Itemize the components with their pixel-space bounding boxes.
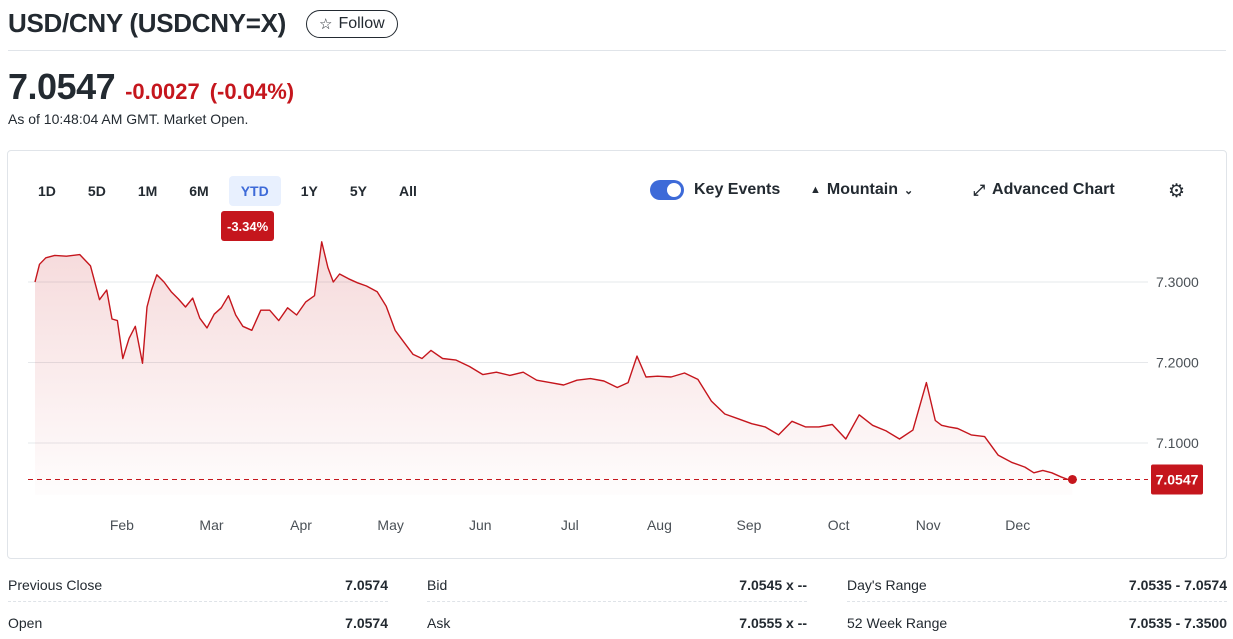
advanced-chart-label: Advanced Chart (992, 181, 1115, 198)
stat-bid: Bid 7.0545 x -- (427, 568, 807, 602)
x-tick-label: Jun (469, 517, 492, 533)
range-change-badge: -3.34% (221, 211, 275, 241)
stat-label: Previous Close (8, 576, 103, 593)
range-tab-ytd[interactable]: YTD (228, 176, 281, 206)
chart-card (7, 150, 1227, 559)
stat-previous-close: Previous Close 7.0574 (8, 568, 388, 602)
follow-button[interactable]: ☆ Follow (306, 9, 398, 38)
range-tab-1d[interactable]: 1D (38, 183, 56, 199)
expand-arrows-icon: ⤢ (973, 181, 986, 199)
gear-icon[interactable]: ⚙ (1168, 181, 1186, 202)
range-tab-6m[interactable]: 6M (189, 183, 209, 199)
price-row: 7.0547 -0.0027 (-0.04%) (8, 66, 294, 108)
chart-type-label: Mountain (826, 181, 898, 198)
y-tick-label: 7.2000 (1156, 355, 1199, 371)
quote-header: USD/CNY (USDCNY=X) ☆ Follow (8, 8, 398, 39)
toggle-knob (667, 183, 681, 197)
x-tick-label: Dec (1005, 517, 1030, 533)
follow-label: Follow (338, 14, 385, 32)
stat-label: Bid (427, 576, 448, 593)
as-of-timestamp: As of 10:48:04 AM GMT. Market Open. (8, 111, 249, 127)
price-line (34, 241, 1073, 481)
page-title: USD/CNY (USDCNY=X) (8, 8, 286, 38)
stat-value: 7.0535 - 7.3500 (1128, 615, 1227, 631)
stat-days-range: Day's Range 7.0535 - 7.0574 (847, 568, 1227, 602)
stat-label: 52 Week Range (847, 615, 948, 631)
x-tick-label: Jul (561, 517, 579, 533)
price-change: -0.0027 (125, 79, 200, 104)
y-tick-label: 7.3000 (1156, 274, 1199, 290)
x-tick-label: Oct (828, 517, 850, 533)
y-tick-label: 7.1000 (1156, 435, 1199, 451)
range-tab-1m[interactable]: 1M (137, 183, 158, 199)
stat-52-week-range: 52 Week Range 7.0535 - 7.3500 (847, 606, 1227, 639)
current-value-marker (1067, 474, 1077, 484)
stat-label: Open (8, 615, 43, 631)
range-tab-5y[interactable]: 5Y (349, 183, 367, 199)
key-events-label: Key Events (694, 181, 781, 198)
x-tick-label: Mar (199, 517, 223, 533)
price-change-percent: (-0.04%) (209, 79, 295, 104)
chart-type-dropdown[interactable]: ▲ Mountain ⌄ (810, 181, 913, 199)
key-events-toggle[interactable]: Key Events (650, 180, 780, 200)
x-tick-label: Feb (110, 517, 134, 533)
mountain-icon: ▲ (810, 184, 821, 196)
stat-value: 7.0535 - 7.0574 (1128, 576, 1227, 593)
current-value-badge (1151, 464, 1203, 495)
chevron-down-icon: ⌄ (903, 184, 914, 197)
advanced-chart-button[interactable]: ⤢ Advanced Chart (973, 181, 1115, 199)
stat-label: Day's Range (847, 576, 927, 593)
header-divider (8, 50, 1226, 51)
x-tick-label: Sep (737, 517, 762, 533)
toggle-switch[interactable] (650, 180, 684, 200)
x-tick-label: Aug (647, 517, 672, 533)
star-outline-icon: ☆ (319, 15, 333, 33)
stat-label: Ask (427, 615, 451, 631)
range-tabs: 1D 5D 1M 6M YTD 1Y 5Y All (26, 176, 437, 206)
stat-ask: Ask 7.0555 x -- (427, 606, 807, 639)
x-tick-label: Apr (290, 517, 312, 533)
x-tick-label: Nov (916, 517, 941, 533)
stat-value: 7.0574 (345, 576, 388, 593)
stat-open: Open 7.0574 (8, 606, 388, 639)
price-area-fill (35, 241, 1073, 495)
stat-value: 7.0545 x -- (739, 576, 807, 593)
range-tab-5d[interactable]: 5D (87, 183, 106, 199)
current-value-label: 7.0547 (1156, 471, 1199, 487)
x-tick-label: May (377, 517, 403, 533)
current-price: 7.0547 (8, 66, 116, 107)
stat-value: 7.0555 x -- (739, 615, 807, 631)
range-tab-1y[interactable]: 1Y (300, 183, 318, 199)
stat-value: 7.0574 (345, 615, 388, 631)
range-tab-all[interactable]: All (398, 183, 417, 199)
